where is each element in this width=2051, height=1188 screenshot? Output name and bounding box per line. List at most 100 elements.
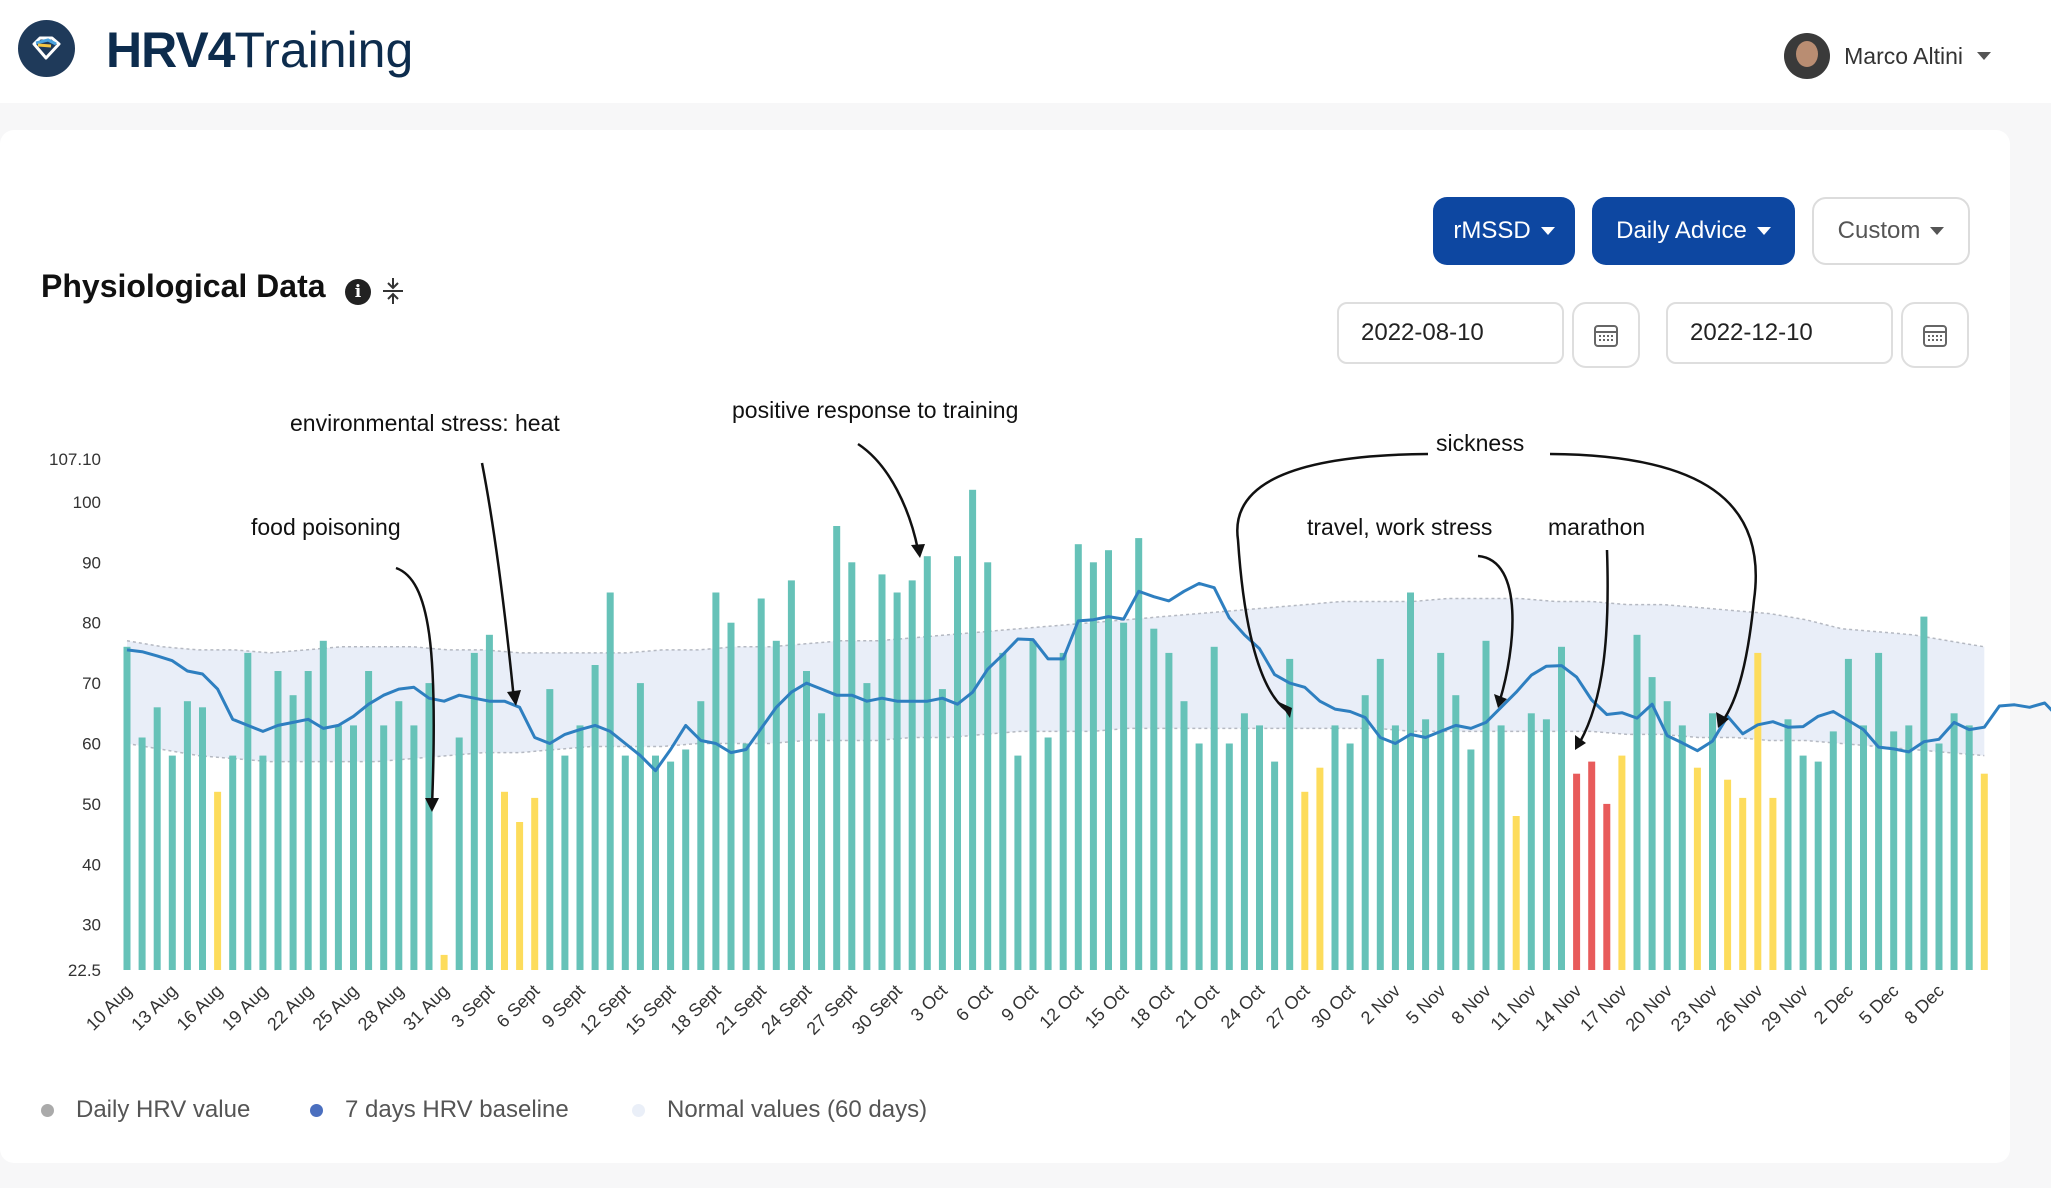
user-menu[interactable]: Marco Altini (1784, 33, 1991, 79)
hrv-bar[interactable] (1724, 779, 1732, 970)
hrv-bar[interactable] (485, 634, 493, 970)
hrv-bar[interactable] (546, 689, 554, 970)
hrv-bar[interactable] (168, 755, 176, 970)
hrv-bar[interactable] (1739, 797, 1747, 970)
hrv-bar[interactable] (1316, 767, 1324, 970)
hrv-bar[interactable] (274, 671, 282, 970)
hrv-bar[interactable] (636, 683, 644, 970)
hrv-bar[interactable] (1905, 725, 1913, 970)
hrv-bar[interactable] (1512, 816, 1520, 970)
hrv-bar[interactable] (1089, 562, 1097, 970)
hrv-bar[interactable] (667, 761, 675, 970)
hrv-bar[interactable] (1784, 719, 1792, 970)
hrv-bar[interactable] (531, 797, 539, 970)
hrv-bar[interactable] (1890, 731, 1898, 970)
hrv-bar[interactable] (1014, 755, 1022, 970)
hrv-bar[interactable] (1542, 719, 1550, 970)
hrv-bar[interactable] (229, 755, 237, 970)
hrv-bar[interactable] (1422, 719, 1430, 970)
hrv-bar[interactable] (1059, 652, 1067, 970)
hrv-bar[interactable] (682, 749, 690, 971)
hrv-bar[interactable] (863, 683, 871, 970)
hrv-bar[interactable] (440, 954, 448, 970)
hrv-bar[interactable] (380, 725, 388, 970)
hrv-bar[interactable] (621, 755, 629, 970)
hrv-bar[interactable] (878, 574, 886, 970)
hrv-bar[interactable] (501, 791, 508, 970)
hrv-bar[interactable] (1527, 713, 1535, 970)
hrv-bar[interactable] (1301, 791, 1309, 970)
hrv-bar[interactable] (1633, 634, 1641, 970)
hrv-bar[interactable] (365, 671, 373, 970)
hrv-bar[interactable] (1769, 797, 1777, 970)
hrv-bar[interactable] (425, 683, 433, 970)
hrv-bar[interactable] (591, 665, 599, 970)
hrv-bar[interactable] (1860, 725, 1867, 970)
hrv-bar[interactable] (1165, 652, 1173, 970)
hrv-bar[interactable] (199, 707, 206, 970)
hrv-bar[interactable] (969, 489, 977, 970)
hrv-bar[interactable] (1150, 628, 1158, 970)
hrv-bar[interactable] (153, 707, 161, 970)
hrv-bar[interactable] (787, 580, 795, 970)
hrv-bar[interactable] (1663, 701, 1671, 970)
hrv-bar[interactable] (1693, 767, 1701, 970)
hrv-bar[interactable] (803, 671, 810, 970)
hrv-bar[interactable] (1618, 755, 1626, 970)
hrv-bar[interactable] (1029, 640, 1037, 970)
end-date-input[interactable] (1666, 302, 1893, 364)
hrv-bar[interactable] (954, 556, 961, 970)
hrv-bar[interactable] (1195, 743, 1203, 971)
start-calendar-button[interactable] (1572, 302, 1640, 368)
app-logo-text[interactable]: HRV4Training (106, 18, 413, 82)
hrv-bar[interactable] (1467, 749, 1475, 971)
hrv-bar[interactable] (410, 725, 418, 970)
hrv-bar[interactable] (1482, 640, 1490, 970)
hrv-bar[interactable] (334, 725, 342, 970)
hrv-bar[interactable] (908, 580, 916, 970)
app-logo-icon[interactable] (18, 20, 75, 77)
range-dropdown-button[interactable]: Custom (1812, 197, 1970, 265)
hrv-bar[interactable] (395, 701, 403, 970)
hrv-bar[interactable] (893, 592, 901, 971)
hrv-bar[interactable] (1980, 773, 1988, 970)
hrv-bar[interactable] (727, 622, 735, 970)
hrv-bar[interactable] (244, 652, 252, 970)
hrv-bar[interactable] (1588, 761, 1596, 970)
hrv-bar[interactable] (214, 791, 222, 970)
hrv-bar[interactable] (1376, 658, 1384, 970)
hrv-bar[interactable] (1437, 652, 1445, 970)
hrv-bar[interactable] (1452, 695, 1460, 970)
metric-dropdown-button[interactable]: rMSSD (1433, 197, 1575, 265)
collapse-icon[interactable] (380, 276, 406, 306)
hrv-bar[interactable] (923, 556, 931, 970)
hrv-bar[interactable] (1844, 658, 1852, 970)
hrv-bar[interactable] (1225, 743, 1233, 971)
hrv-bar[interactable] (1920, 616, 1928, 970)
hrv-bar[interactable] (1799, 755, 1807, 970)
hrv-bar[interactable] (1180, 701, 1188, 970)
hrv-bar[interactable] (938, 689, 946, 970)
hrv-bar[interactable] (350, 725, 357, 970)
hrv-bar[interactable] (833, 526, 841, 970)
hrv-bar[interactable] (561, 755, 569, 970)
mode-dropdown-button[interactable]: Daily Advice (1592, 197, 1795, 265)
hrv-bar[interactable] (1271, 761, 1279, 970)
hrv-bar[interactable] (1965, 725, 1973, 970)
hrv-bar[interactable] (319, 640, 327, 970)
hrv-bar[interactable] (984, 562, 992, 970)
hrv-bar[interactable] (259, 755, 267, 970)
hrv-bar[interactable] (1361, 695, 1369, 970)
hrv-bar[interactable] (1497, 725, 1505, 970)
hrv-bar[interactable] (1256, 725, 1263, 970)
hrv-bar[interactable] (1044, 737, 1052, 971)
hrv-bar[interactable] (1814, 761, 1822, 970)
hrv-bar[interactable] (652, 755, 659, 970)
hrv-bar[interactable] (1346, 743, 1354, 971)
hrv-bar[interactable] (1950, 713, 1958, 970)
legend-daily-hrv[interactable]: Daily HRV value (41, 1096, 250, 1124)
hrv-bar[interactable] (697, 701, 705, 970)
hrv-bar[interactable] (576, 725, 584, 970)
hrv-bar[interactable] (470, 652, 478, 970)
hrv-bar[interactable] (606, 592, 614, 971)
